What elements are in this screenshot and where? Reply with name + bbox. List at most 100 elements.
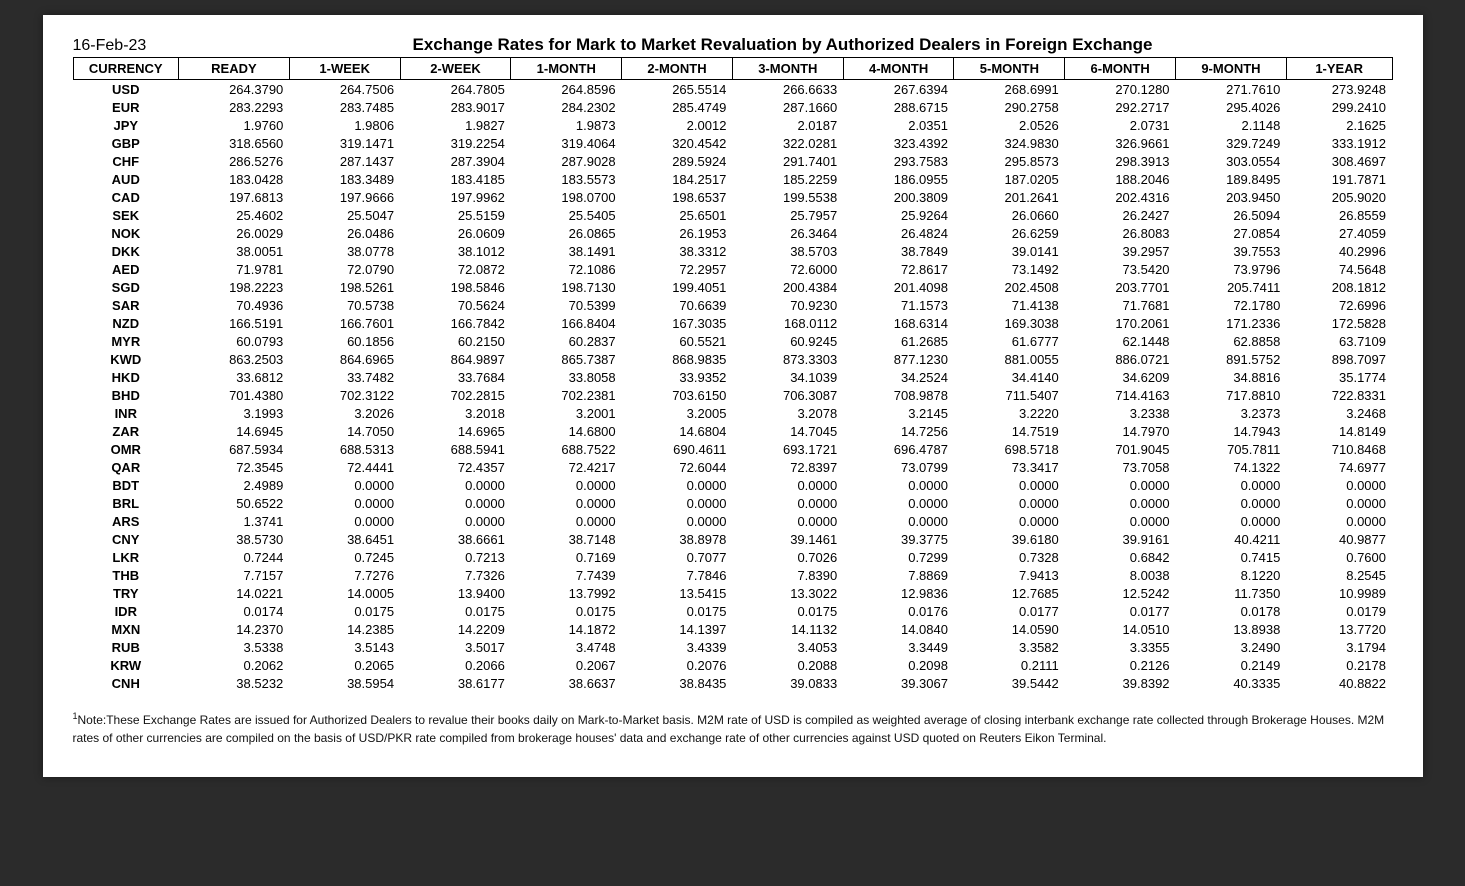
table-cell: 0.0000 <box>511 494 622 512</box>
table-cell: 0.7026 <box>732 548 843 566</box>
table-cell: 198.5846 <box>400 278 511 296</box>
table-cell: 14.2209 <box>400 620 511 638</box>
table-row: JPY1.97601.98061.98271.98732.00122.01872… <box>73 116 1392 134</box>
table-row: SEK25.460225.504725.515925.540525.650125… <box>73 206 1392 224</box>
table-cell: 183.4185 <box>400 170 511 188</box>
table-cell: 322.0281 <box>732 134 843 152</box>
table-cell: 39.3775 <box>843 530 954 548</box>
table-cell: 14.7045 <box>732 422 843 440</box>
table-cell: 70.5738 <box>289 296 400 314</box>
table-cell: 290.2758 <box>954 98 1065 116</box>
table-cell: 264.7506 <box>289 80 400 99</box>
table-cell: 34.8816 <box>1176 368 1287 386</box>
table-cell: 0.0000 <box>732 476 843 494</box>
table-cell: 324.9830 <box>954 134 1065 152</box>
table-cell: 25.5047 <box>289 206 400 224</box>
table-cell: 319.4064 <box>511 134 622 152</box>
table-cell: 198.5261 <box>289 278 400 296</box>
table-cell: 14.1872 <box>511 620 622 638</box>
table-cell: 203.7701 <box>1065 278 1176 296</box>
table-cell: 333.1912 <box>1286 134 1392 152</box>
table-cell: RUB <box>73 638 179 656</box>
table-cell: 0.0000 <box>1065 476 1176 494</box>
table-cell: 13.9400 <box>400 584 511 602</box>
table-cell: 292.2717 <box>1065 98 1176 116</box>
table-body: USD264.3790264.7506264.7805264.8596265.5… <box>73 80 1392 693</box>
table-row: SAR70.493670.573870.562470.539970.663970… <box>73 296 1392 314</box>
table-cell: EUR <box>73 98 179 116</box>
table-cell: 208.1812 <box>1286 278 1392 296</box>
table-cell: 27.0854 <box>1176 224 1287 242</box>
table-cell: 3.2005 <box>622 404 733 422</box>
table-cell: 71.9781 <box>179 260 290 278</box>
table-row: EUR283.2293283.7485283.9017284.2302285.4… <box>73 98 1392 116</box>
table-cell: 26.0486 <box>289 224 400 242</box>
table-cell: ARS <box>73 512 179 530</box>
table-row: IDR0.01740.01750.01750.01750.01750.01750… <box>73 602 1392 620</box>
header-row: 16-Feb-23 Exchange Rates for Mark to Mar… <box>73 35 1393 55</box>
table-cell: 273.9248 <box>1286 80 1392 99</box>
table-cell: 711.5407 <box>954 386 1065 404</box>
table-cell: 0.7244 <box>179 548 290 566</box>
table-cell: 198.6537 <box>622 188 733 206</box>
table-cell: 38.6661 <box>400 530 511 548</box>
table-row: LKR0.72440.72450.72130.71690.70770.70260… <box>73 548 1392 566</box>
report-title: Exchange Rates for Mark to Market Revalu… <box>253 35 1393 55</box>
table-cell: 3.5143 <box>289 638 400 656</box>
table-cell: 329.7249 <box>1176 134 1287 152</box>
table-cell: 25.4602 <box>179 206 290 224</box>
column-header: READY <box>179 58 290 80</box>
table-cell: 14.8149 <box>1286 422 1392 440</box>
table-cell: 0.2067 <box>511 656 622 674</box>
table-cell: 38.1491 <box>511 242 622 260</box>
table-cell: 868.9835 <box>622 350 733 368</box>
table-cell: 60.2150 <box>400 332 511 350</box>
table-cell: 2.0012 <box>622 116 733 134</box>
table-cell: HKD <box>73 368 179 386</box>
table-cell: BHD <box>73 386 179 404</box>
table-cell: 3.3355 <box>1065 638 1176 656</box>
table-cell: 33.8058 <box>511 368 622 386</box>
table-cell: 60.0793 <box>179 332 290 350</box>
table-cell: 702.2815 <box>400 386 511 404</box>
table-cell: 188.2046 <box>1065 170 1176 188</box>
table-cell: 268.6991 <box>954 80 1065 99</box>
table-cell: 0.0174 <box>179 602 290 620</box>
table-cell: 189.8495 <box>1176 170 1287 188</box>
table-cell: 14.0590 <box>954 620 1065 638</box>
table-cell: 201.2641 <box>954 188 1065 206</box>
table-cell: 264.3790 <box>179 80 290 99</box>
table-cell: 38.7849 <box>843 242 954 260</box>
table-cell: 0.0000 <box>843 494 954 512</box>
table-cell: 265.5514 <box>622 80 733 99</box>
table-cell: 0.0000 <box>1286 494 1392 512</box>
table-cell: KRW <box>73 656 179 674</box>
table-cell: 283.7485 <box>289 98 400 116</box>
table-cell: 25.9264 <box>843 206 954 224</box>
table-cell: 171.2336 <box>1176 314 1287 332</box>
table-cell: 693.1721 <box>732 440 843 458</box>
table-cell: 0.0000 <box>954 476 1065 494</box>
table-cell: 13.8938 <box>1176 620 1287 638</box>
table-row: RUB3.53383.51433.50173.47483.43393.40533… <box>73 638 1392 656</box>
table-cell: 701.9045 <box>1065 440 1176 458</box>
table-cell: 3.1794 <box>1286 638 1392 656</box>
table-cell: 3.2026 <box>289 404 400 422</box>
table-cell: 39.8392 <box>1065 674 1176 692</box>
table-cell: 199.4051 <box>622 278 733 296</box>
table-cell: 8.2545 <box>1286 566 1392 584</box>
table-cell: TRY <box>73 584 179 602</box>
table-cell: 3.2001 <box>511 404 622 422</box>
table-row: ZAR14.694514.705014.696514.680014.680414… <box>73 422 1392 440</box>
table-row: HKD33.681233.748233.768433.805833.935234… <box>73 368 1392 386</box>
table-cell: 8.0038 <box>1065 566 1176 584</box>
table-cell: KWD <box>73 350 179 368</box>
table-cell: 72.3545 <box>179 458 290 476</box>
table-cell: 168.0112 <box>732 314 843 332</box>
table-cell: 191.7871 <box>1286 170 1392 188</box>
table-cell: 14.0840 <box>843 620 954 638</box>
table-cell: 73.1492 <box>954 260 1065 278</box>
table-cell: 183.0428 <box>179 170 290 188</box>
table-cell: 71.1573 <box>843 296 954 314</box>
table-cell: OMR <box>73 440 179 458</box>
